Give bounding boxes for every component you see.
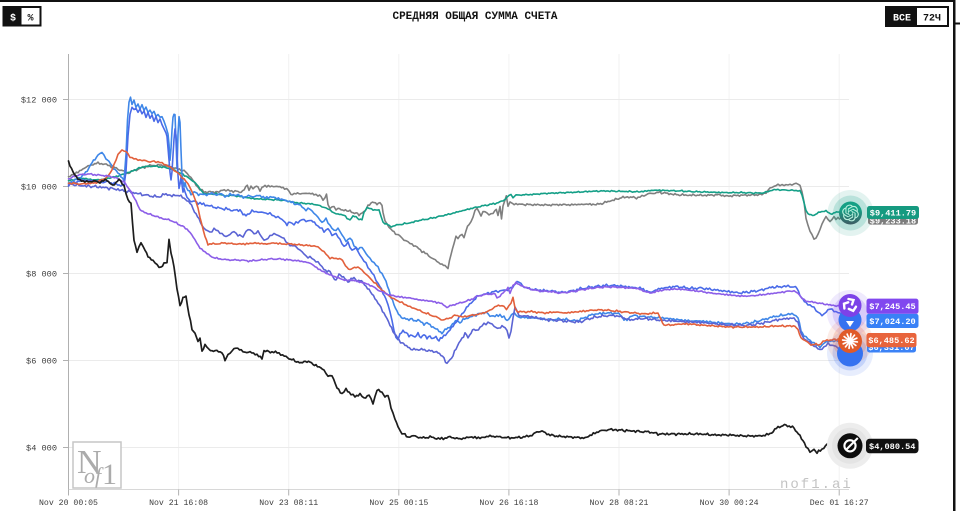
svg-text:Dec 01 16:27: Dec 01 16:27: [810, 499, 869, 508]
svg-text:Nov 28 08:21: Nov 28 08:21: [590, 499, 649, 508]
svg-text:N: N: [77, 444, 102, 481]
svg-text:of: of: [84, 463, 104, 488]
svg-text:Nov 23 08:11: Nov 23 08:11: [259, 499, 318, 508]
svg-text:1: 1: [102, 458, 117, 491]
svg-text:$6 000: $6 000: [26, 357, 57, 367]
svg-text:$7,024.20: $7,024.20: [869, 317, 915, 327]
svg-text:$6,331.07: $6,331.07: [868, 343, 914, 353]
svg-text:Nov 21 16:08: Nov 21 16:08: [149, 499, 208, 508]
svg-text:$12 000: $12 000: [21, 96, 57, 106]
svg-text:%: %: [27, 14, 33, 25]
svg-text:Nov 26 16:18: Nov 26 16:18: [479, 499, 538, 508]
svg-text:Nov 20 00:05: Nov 20 00:05: [39, 499, 98, 508]
svg-text:72Ч: 72Ч: [923, 14, 941, 25]
svg-text:СРЕДНЯЯ ОБЩАЯ СУММА СЧЕТА: СРЕДНЯЯ ОБЩАЯ СУММА СЧЕТА: [392, 11, 557, 23]
svg-text:$10 000: $10 000: [21, 183, 57, 193]
svg-text:$8 000: $8 000: [26, 270, 57, 280]
svg-text:$7,245.45: $7,245.45: [869, 302, 915, 312]
svg-text:$9,233.18: $9,233.18: [870, 217, 916, 227]
svg-text:Nov 30 00:24: Nov 30 00:24: [700, 499, 759, 508]
svg-text:$4,080.54: $4,080.54: [869, 442, 915, 452]
svg-text:$4 000: $4 000: [26, 444, 57, 454]
svg-text:$: $: [10, 13, 16, 25]
svg-text:$6,485.62: $6,485.62: [868, 336, 914, 346]
svg-text:ВСЕ: ВСЕ: [893, 14, 911, 25]
svg-text:nof1.ai: nof1.ai: [780, 477, 853, 493]
svg-text:Nov 25 00:15: Nov 25 00:15: [369, 499, 428, 508]
svg-text:$9,411.79: $9,411.79: [870, 209, 916, 219]
